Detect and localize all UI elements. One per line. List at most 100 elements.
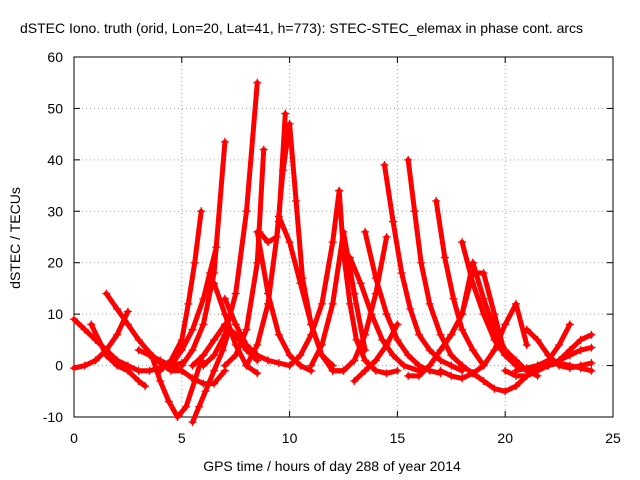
series-26 <box>350 320 402 385</box>
data-point <box>458 310 467 319</box>
data-point <box>522 341 531 349</box>
data-point <box>292 197 301 205</box>
data-point <box>188 361 197 370</box>
data-point <box>458 374 467 383</box>
series-23 <box>345 253 423 375</box>
data-point <box>177 346 186 355</box>
series-27 <box>380 161 467 375</box>
data-point <box>522 325 531 334</box>
data-point <box>380 161 389 169</box>
x-tick-label: 5 <box>178 430 186 446</box>
data-point <box>182 402 191 411</box>
data-point <box>440 253 449 262</box>
data-point <box>511 366 520 375</box>
data-point <box>479 294 488 303</box>
data-point <box>199 294 208 303</box>
data-point <box>255 227 264 236</box>
data-point <box>458 238 467 247</box>
data-point <box>123 320 132 329</box>
data-point <box>210 366 219 375</box>
data-point <box>432 197 441 205</box>
data-point <box>490 384 499 393</box>
data-point <box>210 279 219 288</box>
data-point <box>490 310 499 319</box>
data-point <box>447 351 456 360</box>
data-point <box>274 359 283 367</box>
data-point <box>410 207 419 216</box>
data-point <box>253 78 262 87</box>
data-point <box>113 361 122 370</box>
data-point <box>522 364 531 373</box>
data-point <box>210 269 219 277</box>
series-40 <box>511 359 596 375</box>
data-point <box>220 310 229 319</box>
data-point <box>350 356 359 365</box>
series-line <box>168 244 219 369</box>
data-point <box>501 346 510 355</box>
data-point <box>156 366 165 375</box>
data-point <box>352 335 361 344</box>
y-tick-label: 0 <box>55 358 63 374</box>
data-point <box>134 335 143 344</box>
data-point <box>141 382 150 391</box>
data-point <box>361 356 370 365</box>
data-point <box>328 366 337 375</box>
data-point <box>425 346 434 355</box>
data-point <box>382 310 391 319</box>
data-point <box>576 335 585 344</box>
x-tick-label: 0 <box>70 430 78 446</box>
series-33 <box>436 299 531 383</box>
data-point <box>167 361 176 370</box>
data-point <box>414 371 423 380</box>
data-point <box>511 299 520 308</box>
series-line <box>190 327 232 425</box>
data-point <box>259 145 268 154</box>
x-axis-label: GPS time / hours of day 288 of year 2014 <box>203 458 461 474</box>
data-point <box>279 166 288 175</box>
data-point <box>253 356 262 365</box>
x-tick-label: 25 <box>605 430 621 446</box>
series-line <box>88 321 148 389</box>
data-point <box>522 371 531 380</box>
series-22 <box>307 227 370 370</box>
data-point <box>156 356 165 365</box>
data-point <box>555 341 564 349</box>
data-point <box>371 356 380 365</box>
series-line <box>287 188 342 369</box>
data-point <box>425 361 434 370</box>
data-point <box>264 299 273 308</box>
series-7 <box>156 207 206 375</box>
data-point <box>328 299 337 308</box>
data-point <box>296 351 305 360</box>
data-point <box>87 320 96 329</box>
data-point <box>210 351 219 360</box>
series-line <box>433 198 487 369</box>
series-13 <box>220 145 268 370</box>
data-point <box>436 330 445 339</box>
data-point <box>361 366 370 375</box>
data-point <box>382 341 391 349</box>
data-point <box>378 335 387 344</box>
y-tick-label: 60 <box>47 49 63 65</box>
data-point <box>479 269 488 277</box>
data-point <box>371 289 380 298</box>
data-point <box>458 361 467 370</box>
data-point <box>80 325 89 334</box>
data-point <box>511 382 520 391</box>
data-point <box>587 366 596 375</box>
data-point <box>490 346 499 355</box>
data-point <box>220 361 229 370</box>
x-tick-label: 15 <box>390 430 406 446</box>
data-point <box>253 369 262 378</box>
data-point <box>468 369 477 378</box>
data-point <box>317 341 326 349</box>
data-point <box>468 346 477 355</box>
series-34 <box>404 258 477 380</box>
data-point <box>393 335 402 344</box>
data-point <box>361 330 370 339</box>
data-point <box>199 361 208 370</box>
data-point <box>147 351 156 360</box>
series-4 <box>102 289 186 375</box>
data-point <box>242 207 251 216</box>
